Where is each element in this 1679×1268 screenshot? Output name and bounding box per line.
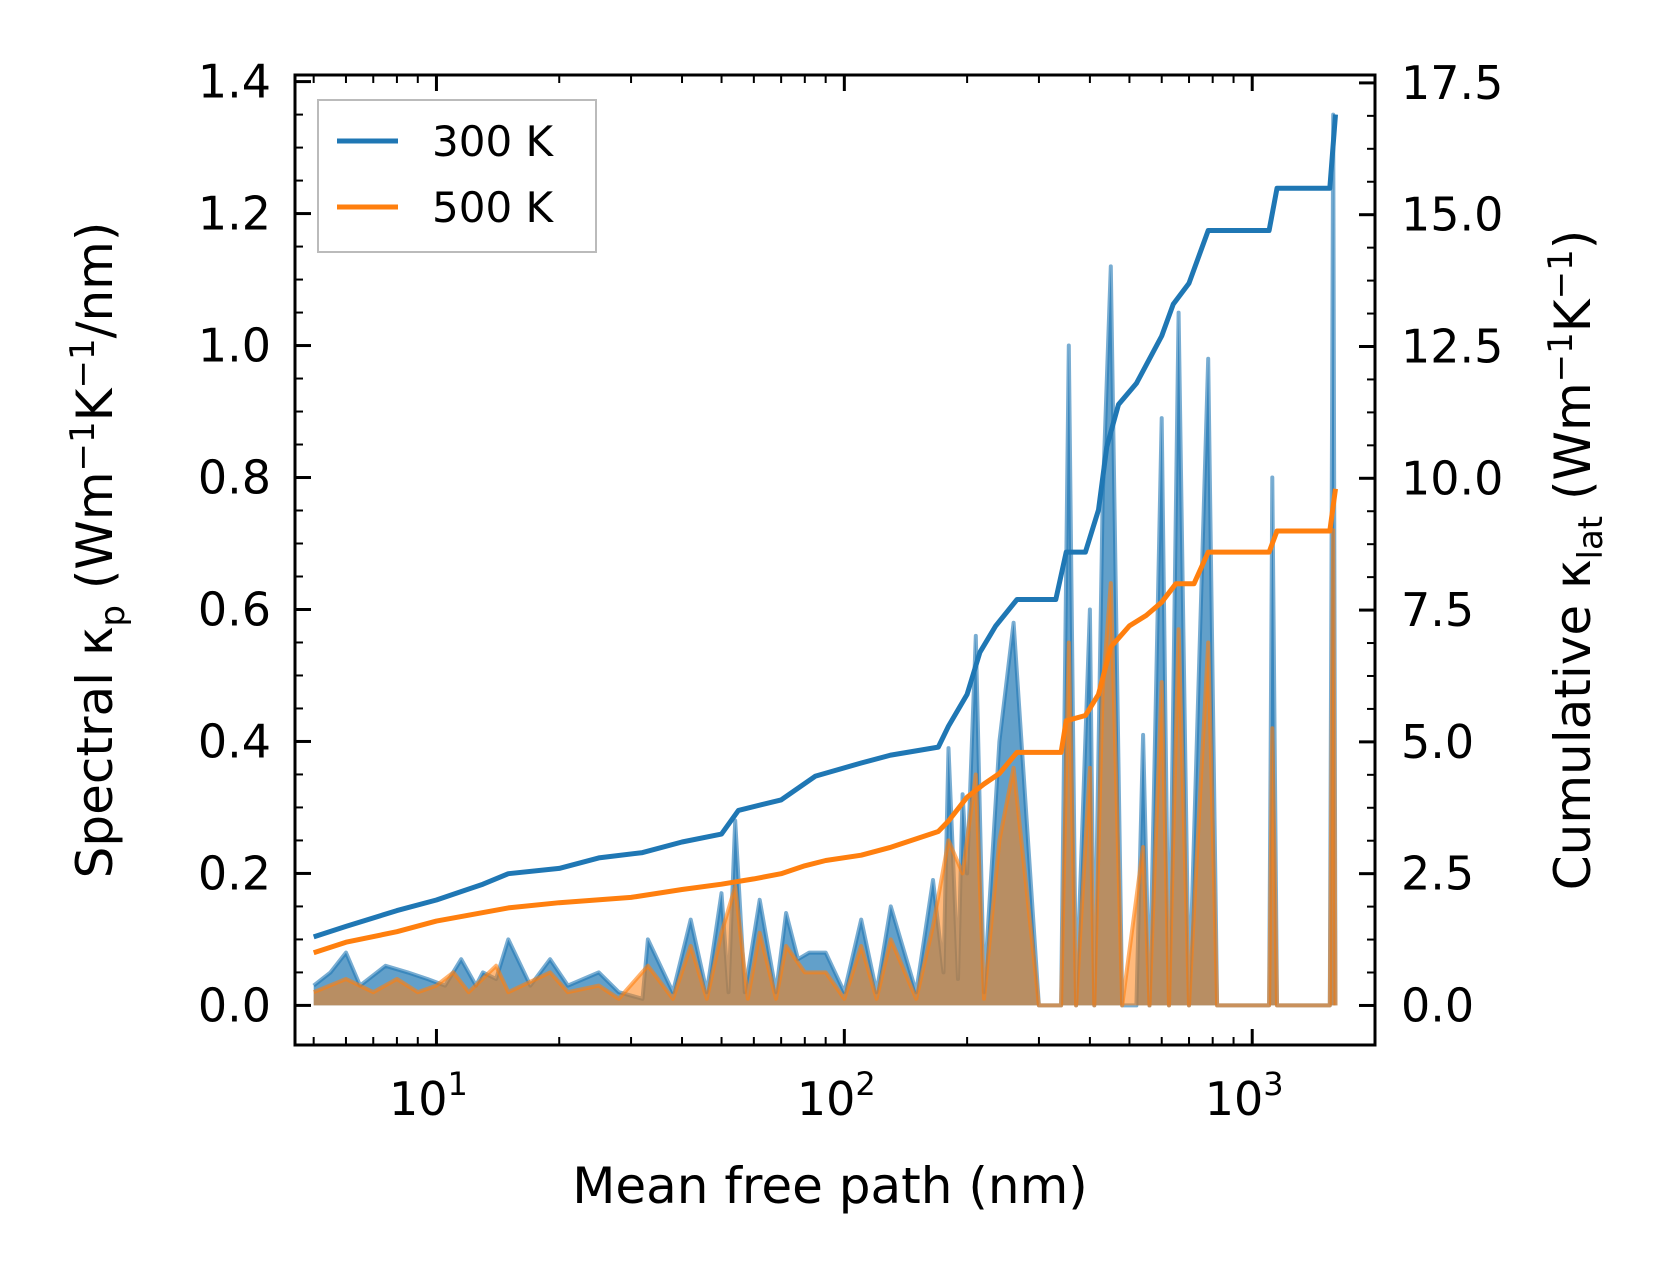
y-left-tick-label: 0.4 xyxy=(198,714,271,768)
y-right-tick-label: 12.5 xyxy=(1401,319,1503,373)
legend-box xyxy=(317,99,597,253)
y-left-tick-label: 1.2 xyxy=(198,187,271,241)
cumulative-line-500k xyxy=(312,488,1338,956)
legend: 300 K 500 K xyxy=(317,99,597,253)
y-left-tick-label: 0.2 xyxy=(198,846,271,900)
x-axis-title: Mean free path (nm) xyxy=(572,1157,1088,1215)
plot-area xyxy=(312,112,1338,1008)
x-tick-label: 102 xyxy=(797,1065,876,1126)
y-left-tick-label: 1.0 xyxy=(198,319,271,373)
cumulative-line-300k xyxy=(312,114,1338,940)
y-left-tick-label: 0.0 xyxy=(198,978,271,1032)
y-axis-title-right: Cumulative κlat (Wm−1K−1) xyxy=(1541,230,1611,890)
y-right-tick-label: 15.0 xyxy=(1401,188,1503,242)
legend-label-300k: 300 K xyxy=(432,117,555,166)
x-tick-label: 103 xyxy=(1205,1065,1284,1126)
axes: 0.0 0.2 0.4 0.6 0.8 1.0 1.2 1.4 0.0 2.5 5.0 7.5 10.0… xyxy=(198,55,1504,1126)
y-right-tick-label: 17.5 xyxy=(1401,56,1503,110)
y-axis-title-left: Spectral κp (Wm−1K−1/nm) xyxy=(63,222,133,879)
plot-frame xyxy=(293,73,1377,1047)
y-right-tick-label: 0.0 xyxy=(1401,978,1474,1032)
legend-label-500k: 500 K xyxy=(432,183,555,232)
y-left-tick-label: 1.4 xyxy=(198,55,271,109)
y-left-tick-label: 0.8 xyxy=(198,451,271,505)
y-right-tick-label: 10.0 xyxy=(1401,451,1503,505)
y-left-tick-label: 0.6 xyxy=(198,582,271,636)
y-right-tick-label: 2.5 xyxy=(1401,847,1474,901)
y-right-tick-label: 7.5 xyxy=(1401,583,1474,637)
spectral-line-500k xyxy=(312,528,1338,1008)
x-tick-label: 101 xyxy=(389,1065,468,1126)
y-right-tick-label: 5.0 xyxy=(1401,715,1474,769)
